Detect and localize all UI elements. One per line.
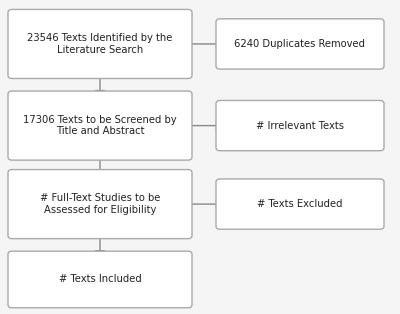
FancyBboxPatch shape xyxy=(8,170,192,239)
Text: 23546 Texts Identified by the
Literature Search: 23546 Texts Identified by the Literature… xyxy=(27,33,173,55)
Text: # Full-Text Studies to be
Assessed for Eligibility: # Full-Text Studies to be Assessed for E… xyxy=(40,193,160,215)
Text: # Texts Included: # Texts Included xyxy=(59,274,141,284)
Text: # Irrelevant Texts: # Irrelevant Texts xyxy=(256,121,344,131)
Text: 17306 Texts to be Screened by
Title and Abstract: 17306 Texts to be Screened by Title and … xyxy=(23,115,177,136)
FancyBboxPatch shape xyxy=(8,91,192,160)
Text: # Texts Excluded: # Texts Excluded xyxy=(257,199,343,209)
FancyBboxPatch shape xyxy=(216,100,384,151)
FancyBboxPatch shape xyxy=(8,251,192,308)
FancyBboxPatch shape xyxy=(8,9,192,78)
FancyBboxPatch shape xyxy=(216,19,384,69)
Text: 6240 Duplicates Removed: 6240 Duplicates Removed xyxy=(234,39,366,49)
FancyBboxPatch shape xyxy=(216,179,384,229)
